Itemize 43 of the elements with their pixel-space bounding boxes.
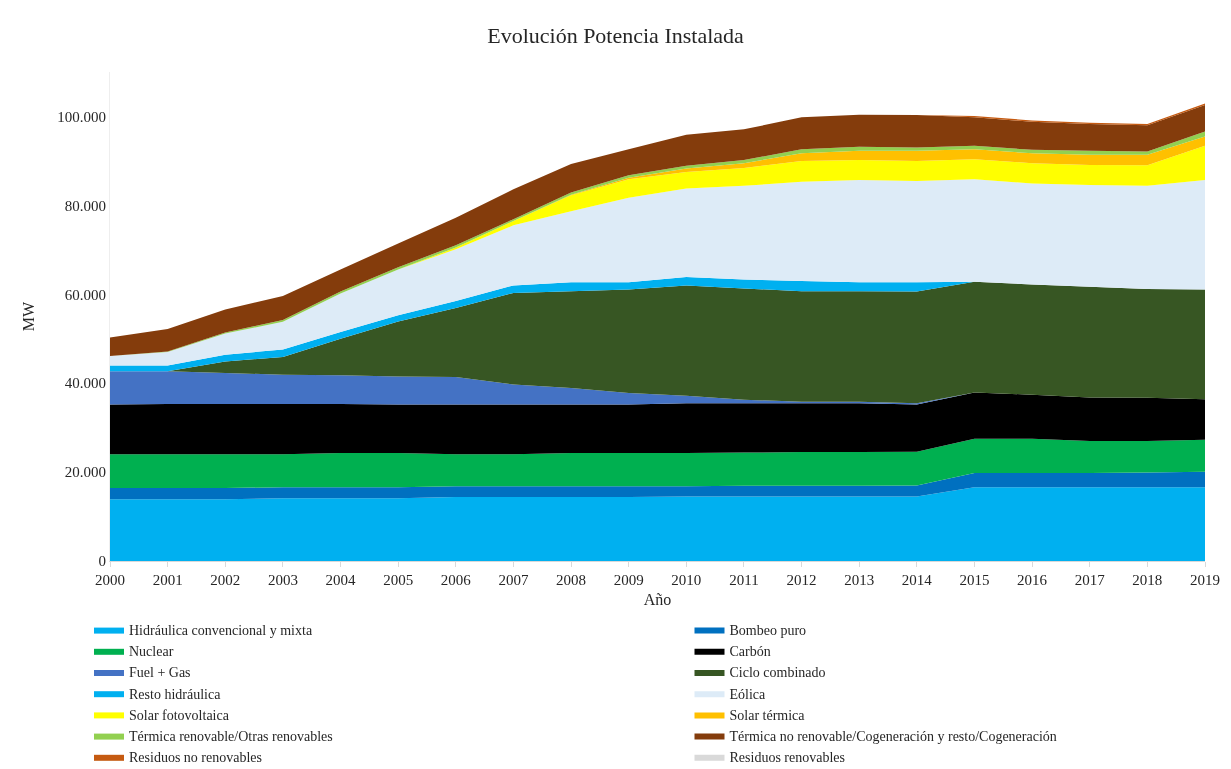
legend-label: Resto hidráulica bbox=[129, 686, 222, 702]
x-axis-title: Año bbox=[643, 590, 672, 608]
y-tick-label: 100.000 bbox=[57, 108, 106, 125]
x-tick-label: 2016 bbox=[1017, 572, 1048, 588]
legend-label: Eólica bbox=[729, 686, 767, 702]
legend-label: Solar térmica bbox=[729, 707, 806, 723]
legend-label: Solar fotovoltaica bbox=[129, 707, 230, 723]
x-tick-label: 2003 bbox=[267, 572, 298, 588]
x-tick-label: 2009 bbox=[613, 572, 644, 588]
y-tick-label: 0 bbox=[98, 553, 106, 570]
legend-label: Ciclo combinado bbox=[729, 665, 826, 681]
legend-label: Fuel + Gas bbox=[129, 665, 191, 681]
legend-label: Hidráulica convencional y mixta bbox=[129, 623, 313, 639]
x-tick-label: 2017 bbox=[1074, 572, 1106, 588]
legend-label: Residuos renovables bbox=[729, 750, 845, 766]
legend-label: Térmica no renovable/Cogeneración y resto/Cogeneración bbox=[729, 729, 1057, 745]
legend-label: Nuclear bbox=[129, 644, 174, 660]
y-tick-label: 60.000 bbox=[64, 286, 106, 303]
x-tick-label: 2010 bbox=[671, 572, 702, 588]
legend-label: Térmica renovable/Otras renovables bbox=[129, 729, 333, 745]
x-tick-label: 2001 bbox=[152, 572, 183, 588]
x-tick-label: 2011 bbox=[729, 572, 759, 588]
y-tick-label: 40.000 bbox=[64, 375, 106, 392]
x-tick-label: 2012 bbox=[786, 572, 817, 588]
x-tick-label: 2005 bbox=[383, 572, 414, 588]
x-tick-label: 2008 bbox=[556, 572, 587, 588]
x-tick-label: 2006 bbox=[440, 572, 472, 588]
x-tick-label: 2000 bbox=[95, 572, 125, 588]
legend-label: Carbón bbox=[729, 644, 771, 660]
legend-label: Bombeo puro bbox=[729, 623, 807, 639]
x-tick-label: 2013 bbox=[844, 572, 875, 588]
y-tick-label: 80.000 bbox=[64, 197, 106, 214]
y-axis-title: MW bbox=[20, 300, 38, 332]
y-tick-label: 20.000 bbox=[64, 464, 106, 481]
x-tick-label: 2007 bbox=[498, 572, 529, 588]
x-tick-label: 2018 bbox=[1132, 572, 1163, 588]
x-tick-label: 2004 bbox=[325, 572, 357, 588]
x-tick-label: 2014 bbox=[901, 572, 933, 588]
x-tick-label: 2019 bbox=[1190, 572, 1220, 588]
x-tick-label: 2002 bbox=[210, 572, 241, 588]
legend-label: Residuos no renovables bbox=[129, 750, 262, 766]
x-tick-label: 2015 bbox=[959, 572, 990, 588]
chart-title: Evolución Potencia Instalada bbox=[487, 22, 745, 48]
